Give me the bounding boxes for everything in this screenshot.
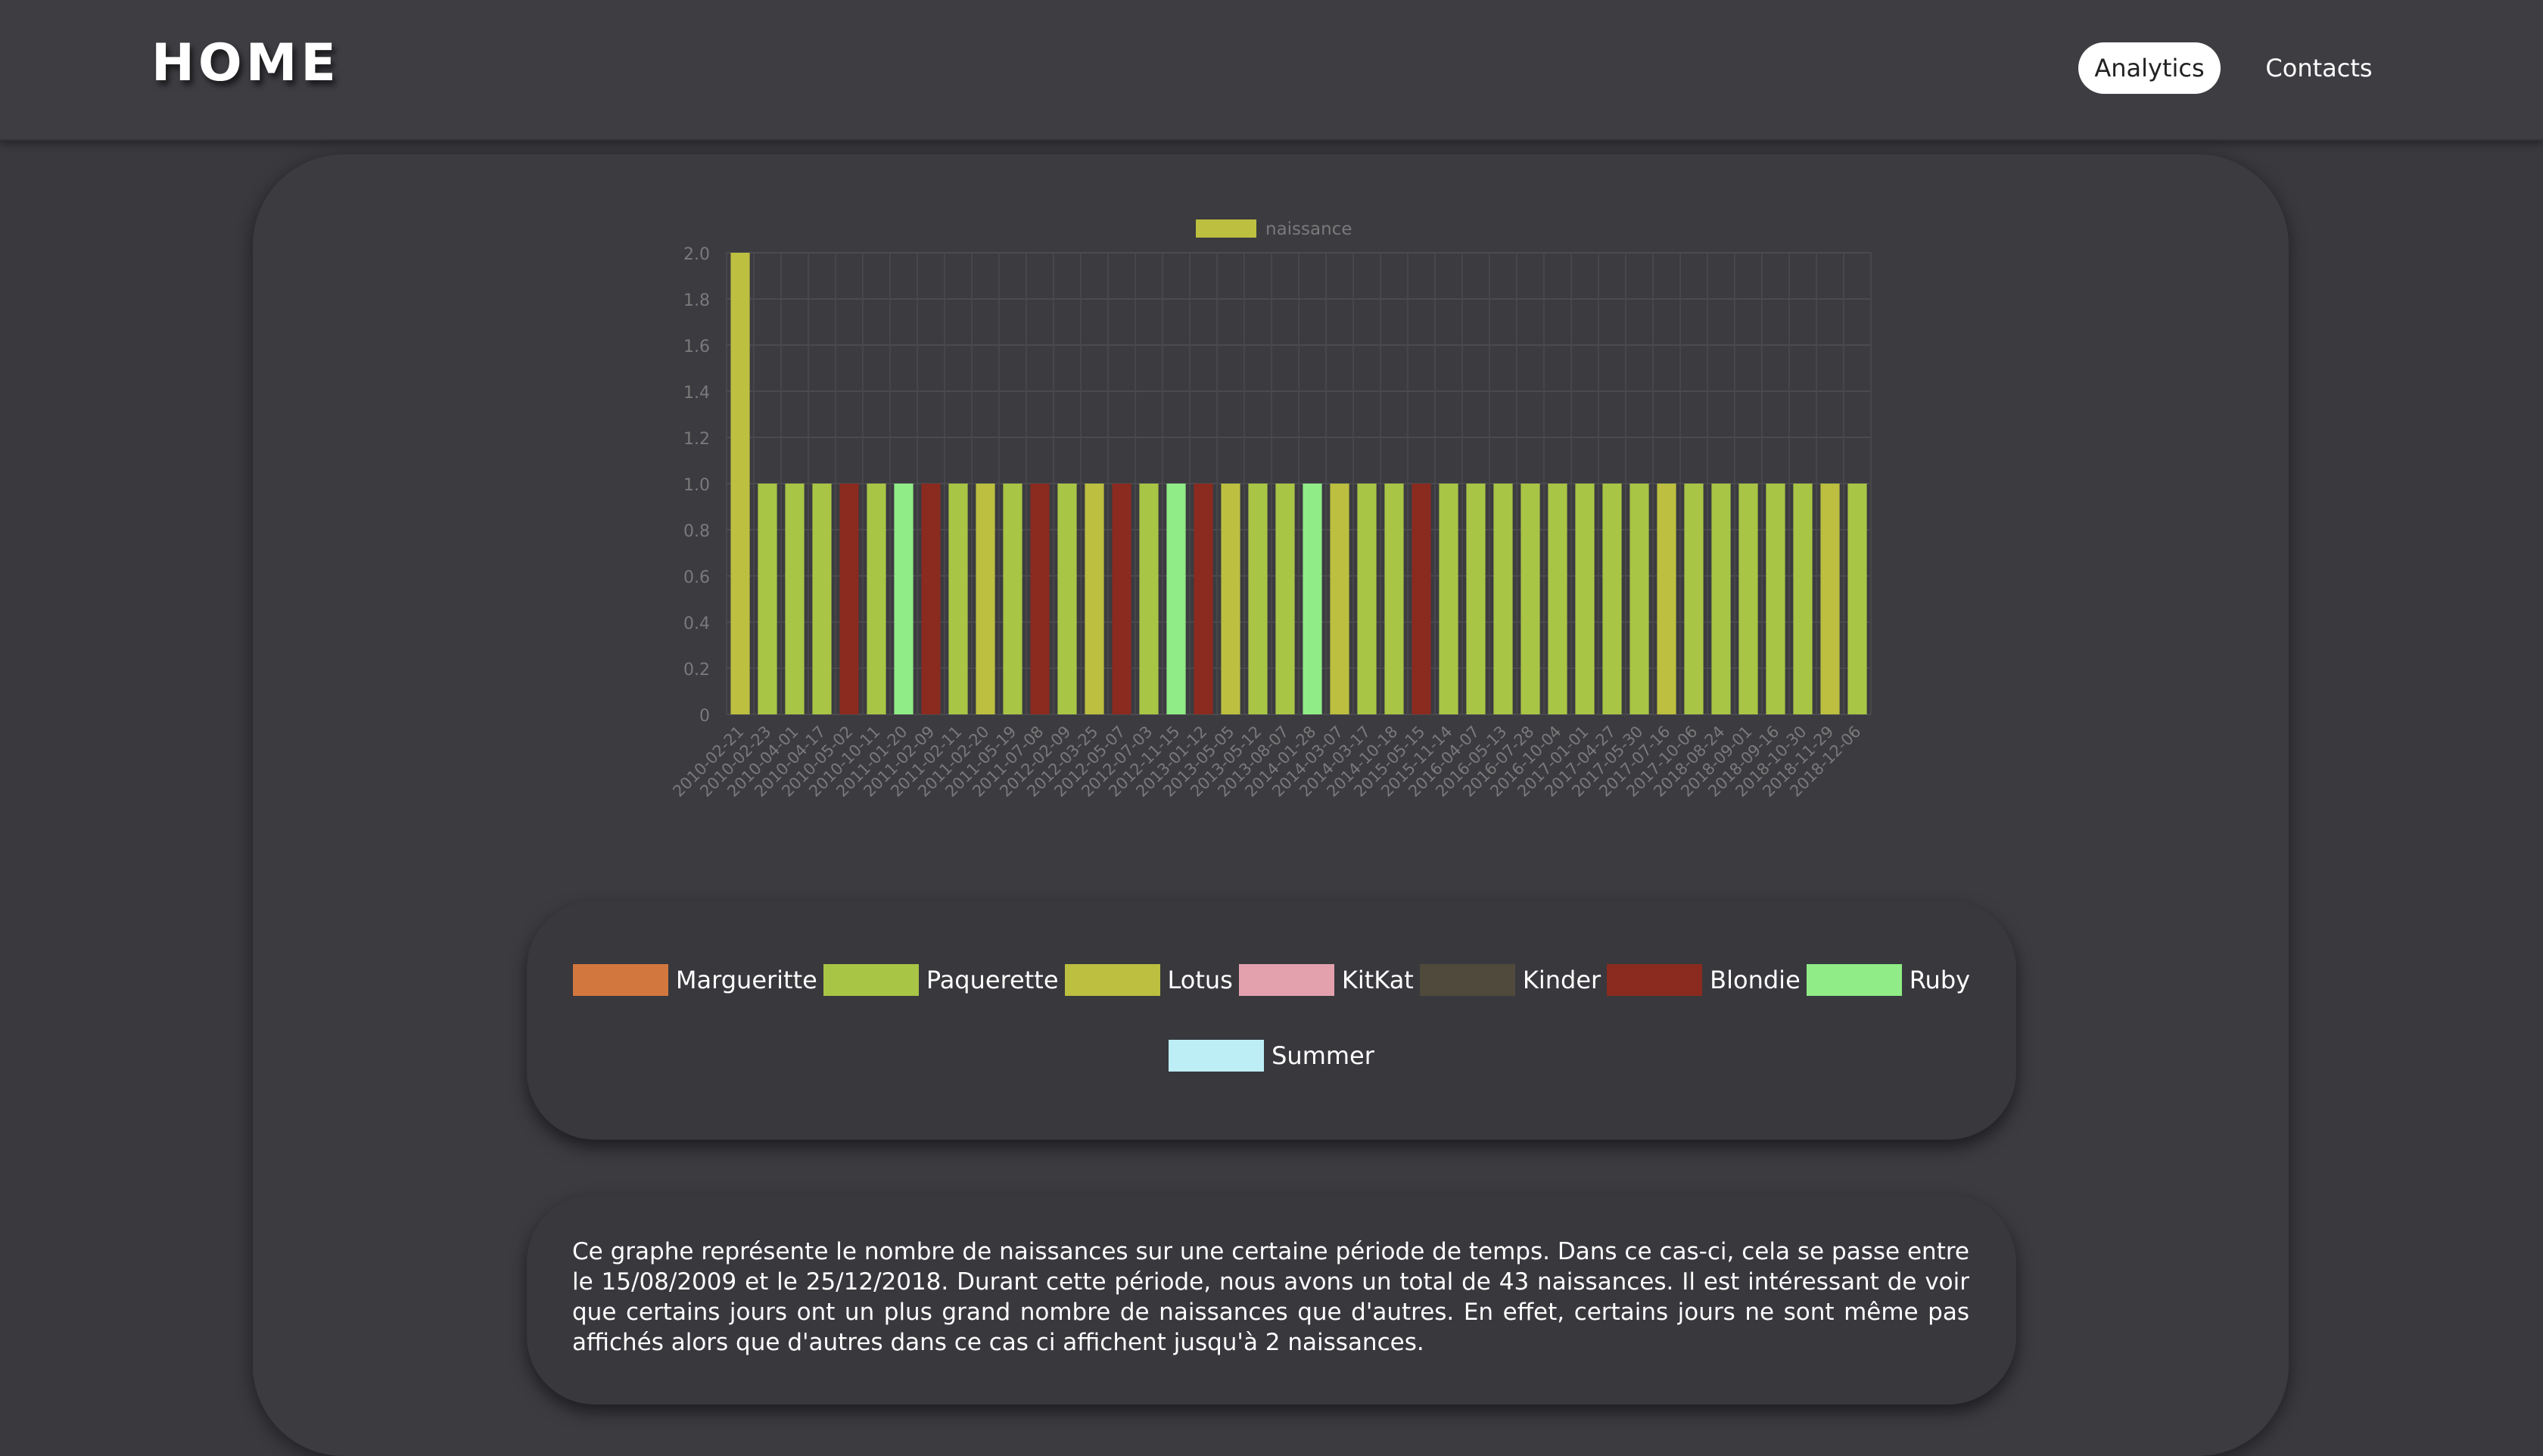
bar [1711, 484, 1731, 714]
bar [1466, 484, 1486, 714]
bar [1493, 484, 1513, 714]
bar [1439, 484, 1458, 714]
legend-item-blondie: Blondie [1607, 964, 1801, 996]
bar [867, 484, 886, 714]
birth-bar-chart: 00.20.40.60.81.01.21.41.61.82.02010-02-2… [669, 219, 1872, 801]
legend-swatch-paquerette [823, 964, 919, 996]
bar [894, 484, 914, 714]
legend-swatch-naissance [1196, 219, 1256, 238]
bar [1030, 484, 1050, 714]
y-tick-label: 0.2 [683, 661, 710, 680]
legend-label: Paquerette [926, 966, 1059, 994]
y-tick-label: 0.6 [683, 568, 710, 587]
bar [1548, 484, 1567, 714]
y-tick-label: 1.6 [683, 338, 710, 356]
bar [1085, 484, 1104, 714]
nav-contacts-link[interactable]: Contacts [2265, 54, 2373, 82]
y-tick-label: 1.4 [683, 384, 710, 403]
chart-description: Ce graphe représente le nombre de naissa… [572, 1238, 1969, 1356]
legend-label: Blondie [1710, 966, 1801, 994]
bar [1166, 484, 1186, 714]
legend-item-lotus: Lotus [1064, 964, 1233, 996]
bar [1194, 484, 1213, 714]
bar [1275, 484, 1295, 714]
bar [785, 484, 805, 714]
bar [1139, 484, 1159, 714]
bar [730, 253, 750, 714]
bar [1057, 484, 1077, 714]
legend-swatch-blondie [1607, 964, 1703, 996]
legend-label: Lotus [1167, 966, 1233, 994]
legend-swatch-ruby [1806, 964, 1902, 996]
y-tick-label: 2.0 [683, 245, 710, 264]
legend-label: Summer [1272, 1041, 1374, 1070]
bar [976, 484, 995, 714]
bar [1521, 484, 1540, 714]
description-card: Ce graphe représente le nombre de naissa… [527, 1194, 2016, 1405]
bar [1303, 484, 1322, 714]
bar [1357, 484, 1377, 714]
bar [1412, 484, 1431, 714]
bar [1629, 484, 1649, 714]
legend-swatch-summer [1169, 1040, 1265, 1072]
legend-label-naissance: naissance [1265, 219, 1352, 239]
bar [1575, 484, 1595, 714]
y-tick-label: 1.0 [683, 476, 710, 495]
bar [1820, 484, 1840, 714]
legend-swatch-kinder [1419, 964, 1515, 996]
bar [1657, 484, 1676, 714]
color-legend-card: Margueritte Paquerette Lotus KitKat Kind… [527, 901, 2016, 1140]
brand-home[interactable]: HOME [151, 33, 340, 93]
legend-item-margueritte: Margueritte [572, 964, 817, 996]
bar [1221, 484, 1240, 714]
legend-row-1: Margueritte Paquerette Lotus KitKat Kind… [527, 964, 2016, 996]
bar [1003, 484, 1022, 714]
legend-swatch-lotus [1064, 964, 1160, 996]
y-tick-label: 0.4 [683, 614, 710, 633]
legend-swatch-margueritte [572, 964, 668, 996]
bar [948, 484, 968, 714]
bar [921, 484, 941, 714]
legend-label: Margueritte [675, 966, 817, 994]
y-tick-label: 0.8 [683, 522, 710, 541]
bar [1602, 484, 1622, 714]
legend-item-ruby: Ruby [1806, 964, 1971, 996]
bar [812, 484, 832, 714]
bar [1112, 484, 1131, 714]
legend-label: KitKat [1341, 966, 1414, 994]
bar [758, 484, 777, 714]
legend-item-kinder: Kinder [1419, 964, 1601, 996]
bar [839, 484, 859, 714]
legend-label: Ruby [1909, 966, 1971, 994]
bar [1766, 484, 1785, 714]
y-tick-label: 1.2 [683, 430, 710, 449]
y-tick-label: 1.8 [683, 291, 710, 310]
legend-item-summer: Summer [1169, 1040, 1374, 1072]
bar [1738, 484, 1758, 714]
top-navbar: HOME Analytics Contacts [0, 0, 2543, 141]
bar [1248, 484, 1268, 714]
nav-analytics-button[interactable]: Analytics [2078, 42, 2221, 94]
bar [1384, 484, 1404, 714]
y-tick-label: 0 [699, 707, 710, 726]
legend-swatch-kitkat [1238, 964, 1334, 996]
legend-item-paquerette: Paquerette [823, 964, 1059, 996]
bar [1793, 484, 1813, 714]
bar [1847, 484, 1867, 714]
bar [1684, 484, 1704, 714]
legend-row-2: Summer [527, 1040, 2016, 1072]
legend-label: Kinder [1522, 966, 1601, 994]
bar [1330, 484, 1349, 714]
legend-item-kitkat: KitKat [1238, 964, 1414, 996]
